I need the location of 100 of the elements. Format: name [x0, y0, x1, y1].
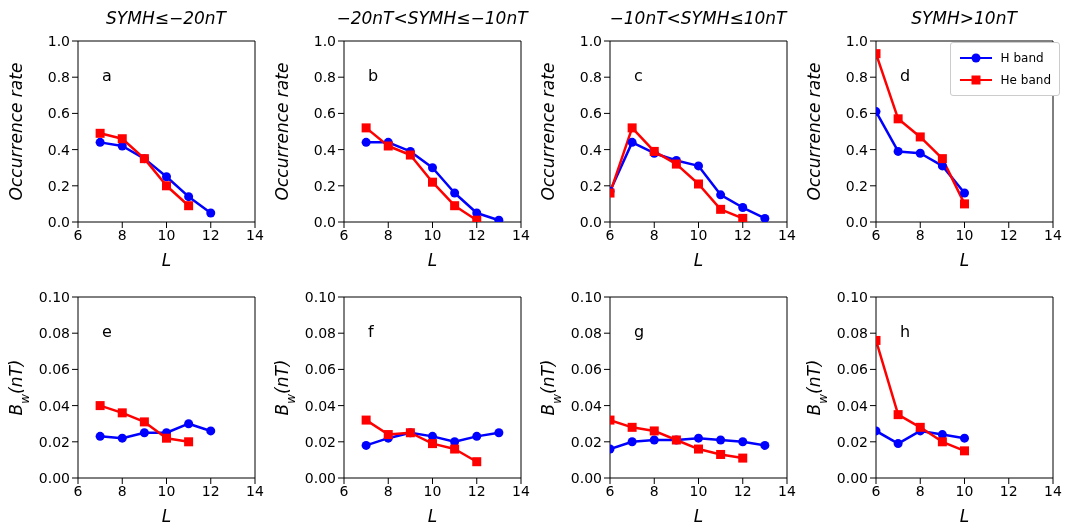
x-tick-label: 8	[383, 482, 393, 499]
point	[162, 181, 171, 191]
point	[95, 431, 105, 441]
point	[361, 123, 371, 133]
point	[95, 137, 105, 147]
point	[893, 439, 903, 449]
x-tick-label: 14	[512, 226, 530, 243]
x-tick-label: 6	[73, 482, 83, 499]
point	[361, 415, 371, 425]
point	[428, 163, 437, 173]
x-tick-label: 10	[955, 482, 974, 499]
y-tick-label: 0.00	[570, 469, 602, 486]
point	[428, 439, 437, 449]
point	[184, 419, 194, 429]
y-tick-label: 0.04	[304, 397, 337, 414]
point	[472, 431, 482, 441]
point	[716, 204, 726, 214]
annotation: h	[900, 322, 911, 341]
point	[117, 408, 127, 418]
y-axis-title: Occurrence rate	[804, 62, 824, 201]
chart-title: −10nT<SYMH≤10nT	[609, 8, 787, 28]
point	[937, 437, 947, 447]
point	[649, 426, 659, 436]
y-tick-label: 0.8	[845, 69, 868, 86]
x-tick-label: 12	[999, 482, 1018, 499]
x-tick-label: 14	[512, 482, 530, 499]
point	[494, 428, 504, 438]
y-tick-label: 0.06	[38, 361, 71, 378]
point	[760, 213, 770, 222]
y-tick-label: 0.02	[38, 433, 70, 450]
y-tick-label: 0.04	[570, 397, 603, 414]
x-tick-label: 8	[117, 482, 127, 499]
point	[494, 215, 504, 222]
y-tick-label: 0.4	[313, 141, 337, 158]
x-tick-label: 8	[915, 226, 925, 243]
y-tick-label: 0.10	[836, 288, 868, 305]
x-tick-label: 10	[423, 482, 442, 499]
x-tick-label: 12	[467, 482, 486, 499]
y-tick-label: 0.2	[47, 177, 70, 194]
x-tick-label: 6	[73, 226, 83, 243]
annotation: c	[634, 66, 643, 85]
x-tick-label: 10	[689, 226, 708, 243]
y-tick-label: 0.04	[836, 397, 869, 414]
point	[960, 188, 969, 198]
y-tick-label: 0.8	[579, 69, 602, 86]
y-tick-label: 0.4	[845, 141, 869, 158]
point	[428, 177, 437, 187]
y-axis-title: Occurrence rate	[272, 62, 292, 201]
y-tick-label: 0.06	[570, 361, 603, 378]
x-tick-label: 8	[117, 226, 127, 243]
point	[738, 213, 748, 222]
point	[361, 440, 371, 450]
x-axis-title: L	[161, 250, 172, 270]
point	[184, 437, 194, 447]
x-tick-label: 10	[157, 226, 176, 243]
x-tick-label: 8	[915, 482, 925, 499]
point	[694, 444, 703, 454]
x-tick-label: 6	[871, 226, 881, 243]
point	[716, 435, 726, 445]
y-tick-label: 0.0	[845, 213, 868, 230]
point	[139, 428, 149, 438]
legend-label: H band	[1000, 51, 1044, 65]
x-axis-title: L	[427, 250, 438, 270]
point	[760, 440, 770, 450]
chart-title: −20nT<SYMH≤−10nT	[336, 8, 528, 28]
x-tick-label: 14	[1044, 482, 1062, 499]
point	[139, 417, 149, 427]
point	[738, 453, 748, 463]
point	[694, 433, 703, 443]
x-tick-label: 10	[423, 226, 442, 243]
y-tick-label: 0.0	[47, 213, 70, 230]
y-tick-label: 0.2	[845, 177, 868, 194]
point	[450, 201, 460, 211]
point	[627, 422, 637, 432]
y-tick-label: 1.0	[313, 32, 336, 49]
x-tick-label: 6	[339, 482, 349, 499]
point	[738, 203, 748, 213]
point	[627, 123, 637, 133]
y-tick-label: 0.6	[313, 105, 337, 122]
annotation: g	[634, 322, 645, 341]
point	[117, 134, 127, 144]
x-tick-label: 12	[201, 226, 220, 243]
x-tick-label: 12	[999, 226, 1018, 243]
point	[206, 208, 216, 218]
annotation: f	[368, 322, 374, 341]
point	[649, 435, 659, 445]
y-tick-label: 0.04	[38, 397, 71, 414]
x-tick-label: 8	[383, 226, 393, 243]
y-axis-title: Occurrence rate	[6, 62, 26, 201]
y-tick-label: 0.08	[570, 325, 602, 342]
x-tick-label: 10	[955, 226, 974, 243]
y-tick-label: 1.0	[47, 32, 70, 49]
x-tick-label: 8	[649, 482, 659, 499]
y-tick-label: 0.10	[38, 288, 70, 305]
legend-label: He band	[1000, 73, 1051, 87]
y-tick-label: 1.0	[845, 32, 868, 49]
y-tick-label: 0.06	[304, 361, 337, 378]
y-tick-label: 0.08	[836, 325, 868, 342]
y-tick-label: 0.02	[570, 433, 602, 450]
y-tick-label: 0.6	[579, 105, 603, 122]
